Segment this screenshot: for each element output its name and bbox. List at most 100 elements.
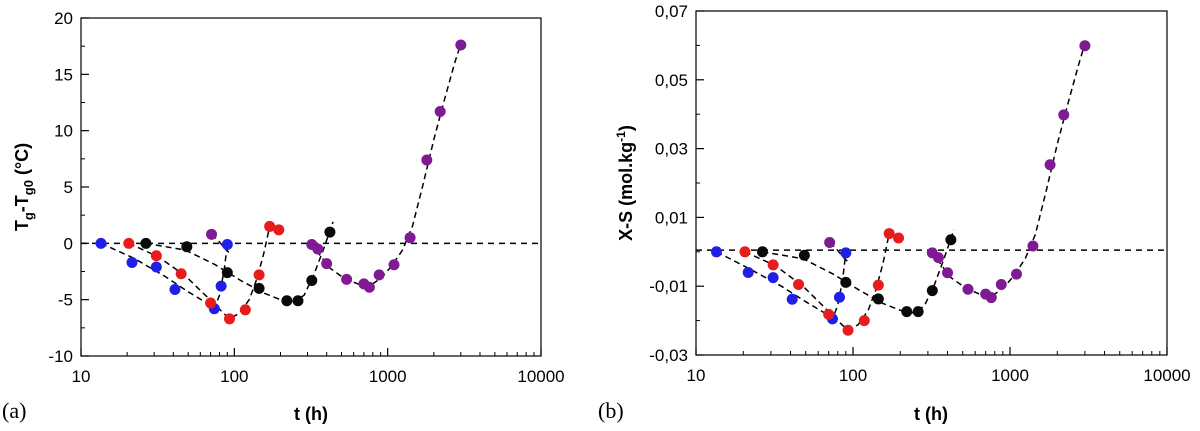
point-purple (312, 243, 324, 255)
fit-curves (100, 40, 463, 320)
y-tick-label: 0,03 (655, 140, 688, 159)
point-black (140, 237, 152, 249)
point-purple (824, 237, 836, 249)
x-axis-title: t (h) (914, 404, 948, 424)
point-purple (985, 292, 997, 304)
point-red (858, 315, 870, 327)
y-axis-title: Tg-Tg0 (°C) (12, 143, 36, 231)
x-axis-ticks: 10 100 1000 10000 (72, 348, 565, 386)
point-black (292, 295, 304, 307)
point-purple (932, 252, 944, 264)
x-tick-label: 10 (687, 366, 706, 385)
x-tick-label: 100 (839, 366, 867, 385)
point-purple (434, 106, 446, 118)
point-blue (221, 238, 233, 250)
point-red (264, 220, 276, 232)
y-tick-label: 0 (64, 234, 73, 253)
y-tick-label: 15 (54, 65, 73, 84)
y-title-sub-g0: g0 (21, 180, 36, 195)
y-axis-ticks: -10 -5 0 5 10 15 20 (48, 9, 89, 366)
point-purple (404, 232, 416, 244)
plot-frame (695, 10, 1168, 356)
point-blue (840, 247, 852, 259)
fit-curves (716, 39, 1087, 332)
panel-b: 10 100 1000 10000 -0,03 -0,01 0,01 0,03 0,05 0,0… (598, 2, 1191, 424)
point-black (901, 306, 913, 318)
x-tick-label: 1000 (369, 367, 407, 386)
point-red (123, 237, 135, 249)
fit-curve-black (762, 229, 955, 314)
y-tick-label: 0,05 (655, 71, 688, 90)
point-red (224, 313, 236, 325)
y-title-unit: (°C) (12, 143, 32, 180)
data-points (95, 39, 467, 325)
point-purple (1027, 240, 1039, 252)
point-red (767, 259, 779, 271)
point-purple (995, 278, 1007, 290)
point-black (324, 226, 336, 238)
point-black (926, 285, 938, 297)
point-black (221, 267, 233, 279)
point-blue (126, 256, 138, 268)
y-title-t: T (12, 220, 32, 231)
y-tick-label: -0,01 (649, 277, 688, 296)
point-black (281, 295, 293, 307)
point-red (739, 246, 751, 258)
y-tick-label: 0,07 (655, 2, 688, 21)
y-axis-title: X-S (mol.kg-1) (614, 125, 636, 241)
point-black (840, 276, 852, 288)
point-blue (215, 280, 227, 292)
point-red (150, 250, 162, 262)
x-tick-label: 10000 (517, 367, 564, 386)
point-black (912, 306, 924, 318)
point-blue (767, 272, 779, 284)
point-blue (95, 237, 107, 249)
y-tick-label: -0,03 (649, 346, 688, 365)
point-red (823, 308, 835, 320)
fit-curve-red (744, 233, 890, 332)
point-red (175, 268, 187, 280)
point-red (239, 304, 251, 316)
y-title-sub-g: g (21, 212, 36, 220)
y-title-minus-t: -T (12, 195, 32, 212)
point-red (793, 278, 805, 290)
x-axis-ticks: 10 100 1000 10000 (687, 347, 1191, 385)
point-purple (363, 281, 375, 293)
point-purple (388, 259, 400, 271)
point-black (306, 275, 318, 287)
x-tick-label: 1000 (991, 366, 1029, 385)
fit-curve-black (145, 221, 334, 303)
y-tick-label: 20 (54, 9, 73, 28)
y-tick-label: -5 (58, 291, 73, 310)
point-purple (1079, 40, 1091, 52)
point-purple (455, 39, 467, 51)
point-purple (1044, 159, 1056, 171)
point-purple (206, 228, 218, 240)
panel-label-b: (b) (598, 398, 624, 423)
point-red (872, 279, 884, 291)
y-title-main: X-S (mol.kg (616, 142, 636, 241)
point-purple (942, 267, 954, 279)
point-red (842, 324, 854, 336)
fit-curve-purple (929, 39, 1087, 298)
y-title-sup: -1 (614, 131, 628, 142)
point-purple (962, 283, 974, 295)
point-red (273, 224, 285, 236)
point-purple (1010, 268, 1022, 280)
point-blue (833, 291, 845, 303)
point-red (883, 228, 895, 240)
point-blue (742, 266, 754, 278)
point-black (181, 241, 193, 253)
point-blue (169, 284, 181, 296)
point-purple (373, 269, 385, 281)
point-blue (710, 246, 722, 258)
point-black (798, 249, 810, 261)
y-tick-label: 5 (64, 178, 73, 197)
fit-curve-purple (309, 40, 463, 287)
plot-frame (80, 17, 542, 357)
point-black (756, 246, 768, 258)
point-purple (341, 273, 353, 285)
x-tick-label: 10000 (1143, 366, 1190, 385)
y-title-close: ) (616, 125, 636, 131)
y-tick-label: 10 (54, 122, 73, 141)
